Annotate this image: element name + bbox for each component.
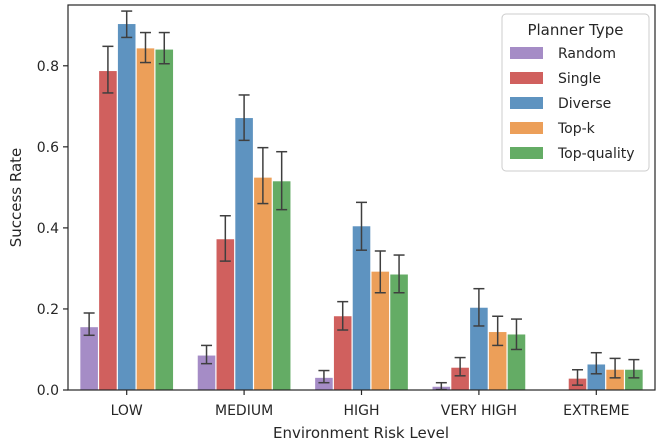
legend-title: Planner Type bbox=[527, 21, 623, 39]
error-bar bbox=[121, 10, 133, 39]
legend-swatch bbox=[510, 72, 543, 84]
error-bar bbox=[572, 368, 584, 386]
error-bar bbox=[492, 315, 504, 347]
legend-item-random: Random bbox=[510, 46, 616, 62]
x-tick-label: HIGH bbox=[343, 403, 379, 419]
x-axis-label: Environment Risk Level bbox=[273, 424, 449, 441]
bar-single-low bbox=[99, 71, 117, 390]
bar-top-k-extreme bbox=[606, 369, 624, 390]
y-tick-label: 0.8 bbox=[37, 59, 59, 75]
y-tick-label: 0.4 bbox=[37, 221, 59, 237]
bar-diverse-medium bbox=[235, 118, 253, 390]
error-bar bbox=[238, 94, 250, 142]
y-axis-label: Success Rate bbox=[7, 148, 25, 248]
bar-random-low bbox=[80, 327, 98, 390]
error-bar bbox=[609, 357, 621, 379]
bar-top-k-high bbox=[371, 271, 390, 390]
legend-swatch bbox=[510, 122, 543, 134]
bar-single-high bbox=[333, 316, 352, 390]
bar-diverse-extreme bbox=[587, 364, 606, 390]
bar-random-high bbox=[315, 377, 333, 390]
x-axis: LOW MEDIUM HIGH VERY HIGH EXTREME bbox=[111, 390, 629, 419]
error-bar bbox=[257, 146, 269, 205]
x-tick-label: VERY HIGH bbox=[441, 403, 517, 419]
x-tick-label: LOW bbox=[111, 403, 143, 419]
legend-item-single: Single bbox=[510, 71, 601, 87]
x-tick-label: EXTREME bbox=[563, 403, 629, 419]
legend-items: Random Single Diverse Top-k Top-quality bbox=[510, 46, 635, 162]
y-tick-label: 0.2 bbox=[37, 302, 59, 318]
legend-item-top-quality: Top-quality bbox=[510, 146, 635, 162]
error-bar bbox=[139, 31, 151, 64]
error-bar bbox=[83, 312, 95, 337]
error-bar bbox=[201, 344, 213, 365]
error-bars-layer bbox=[83, 10, 640, 391]
bar-single-very-high bbox=[451, 367, 469, 390]
legend-swatch bbox=[510, 97, 543, 109]
bar-diverse-low bbox=[117, 24, 136, 391]
y-tick-label: 0.6 bbox=[37, 140, 59, 156]
legend-item-top-k: Top-k bbox=[510, 121, 596, 137]
bar-top-k-very-high bbox=[488, 332, 507, 390]
bar-diverse-high bbox=[352, 226, 371, 390]
error-bar bbox=[590, 351, 602, 375]
error-bar bbox=[510, 318, 522, 351]
bar-top-quality-very-high bbox=[507, 334, 526, 390]
legend-item-diverse: Diverse bbox=[510, 96, 611, 112]
legend-label: Top-k bbox=[557, 121, 596, 137]
error-bar bbox=[276, 150, 288, 211]
legend-label: Top-quality bbox=[557, 146, 635, 162]
error-bar bbox=[158, 31, 170, 65]
error-bar bbox=[102, 45, 114, 94]
error-bar bbox=[356, 201, 367, 251]
bar-top-quality-low bbox=[155, 49, 174, 390]
legend-swatch bbox=[510, 47, 543, 59]
legend-label: Random bbox=[558, 46, 616, 62]
error-bar bbox=[473, 287, 485, 327]
error-bar bbox=[454, 356, 466, 377]
y-axis: 0.0 0.2 0.4 0.6 0.8 bbox=[37, 59, 68, 399]
bar-top-k-medium bbox=[254, 177, 272, 390]
error-bar bbox=[374, 250, 386, 294]
error-bar bbox=[219, 214, 231, 262]
bar-top-quality-medium bbox=[272, 181, 291, 390]
y-tick-label: 0.0 bbox=[37, 383, 59, 399]
error-bar bbox=[393, 254, 405, 294]
legend-label: Diverse bbox=[558, 96, 611, 112]
bar-single-medium bbox=[216, 239, 235, 390]
bar-top-quality-extreme bbox=[625, 369, 643, 390]
error-bar bbox=[337, 300, 349, 331]
legend-swatch bbox=[510, 147, 543, 159]
bar-top-quality-high bbox=[390, 274, 408, 390]
bar-diverse-very-high bbox=[470, 307, 488, 390]
legend-label: Single bbox=[558, 71, 601, 87]
error-bar bbox=[628, 358, 640, 379]
error-bar bbox=[318, 369, 330, 384]
bars-layer bbox=[80, 24, 643, 391]
bar-top-k-low bbox=[136, 48, 155, 390]
x-tick-label: MEDIUM bbox=[215, 403, 273, 419]
legend: Planner Type Random Single Diverse Top-k Top… bbox=[501, 13, 650, 172]
